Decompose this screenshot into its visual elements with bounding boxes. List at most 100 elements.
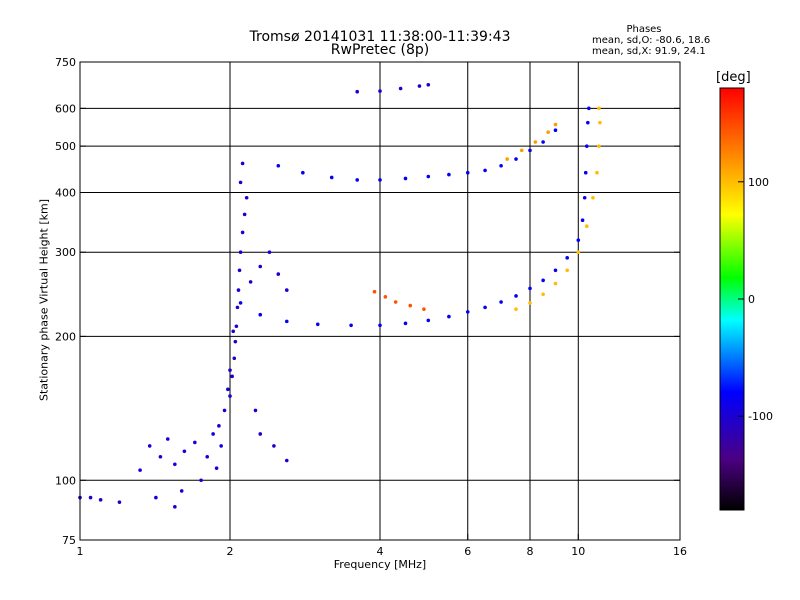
data-point <box>584 224 589 229</box>
series-group <box>355 82 431 94</box>
series-group <box>505 122 558 161</box>
data-point <box>533 140 538 144</box>
data-point <box>528 286 532 291</box>
data-point <box>217 424 221 428</box>
series-group <box>138 387 230 509</box>
phase-stats-o: mean, sd,O: -80.6, 18.6 <box>592 35 711 46</box>
data-point <box>595 170 599 175</box>
data-point <box>447 172 451 177</box>
data-point <box>403 176 408 181</box>
data-point <box>505 157 509 161</box>
data-point <box>284 319 289 324</box>
data-point <box>514 157 518 161</box>
data-point <box>276 163 281 168</box>
data-point <box>234 324 239 329</box>
data-point <box>138 468 142 472</box>
x-tick-label: 4 <box>377 545 384 558</box>
colorbar-tick-label: 100 <box>748 176 769 189</box>
x-tick-label: 16 <box>673 545 687 558</box>
data-point <box>580 218 585 223</box>
data-point <box>231 329 236 334</box>
data-point <box>117 500 122 504</box>
data-point <box>393 300 398 304</box>
data-point <box>237 268 242 273</box>
data-point <box>499 300 503 304</box>
data-point <box>587 106 591 111</box>
data-point <box>238 250 243 255</box>
data-point <box>284 288 289 292</box>
data-point <box>98 498 103 502</box>
data-point <box>211 432 215 436</box>
data-point <box>301 170 305 175</box>
phase-stats-x: mean, sd,X: 91.9, 24.1 <box>592 46 706 57</box>
series-group <box>238 106 591 328</box>
y-tick-label: 400 <box>55 186 76 199</box>
data-point <box>355 89 359 94</box>
data-point <box>565 268 569 273</box>
y-tick-label: 500 <box>55 140 76 153</box>
data-point <box>528 301 532 305</box>
data-point <box>199 478 203 483</box>
data-point <box>597 106 601 111</box>
data-point <box>583 170 588 175</box>
series-group <box>276 128 558 182</box>
data-point <box>222 408 227 413</box>
x-tick-label: 10 <box>571 545 585 558</box>
data-point <box>240 161 245 166</box>
data-point <box>240 230 245 235</box>
data-point <box>226 387 230 392</box>
data-point <box>355 178 359 182</box>
chart-title: Tromsø 20141031 11:38:00-11:39:43 <box>249 29 511 45</box>
data-point <box>154 495 158 500</box>
series-group <box>228 161 289 463</box>
data-point <box>514 294 518 298</box>
data-point <box>483 168 487 173</box>
data-point <box>447 314 451 319</box>
y-tick-label: 100 <box>55 474 76 487</box>
data-point <box>88 495 93 500</box>
y-tick-label: 300 <box>55 246 76 259</box>
data-point <box>565 256 569 260</box>
data-point <box>398 86 403 91</box>
data-point <box>408 303 413 308</box>
chart-subtitle: RwPretec (8p) <box>330 42 430 58</box>
data-point <box>553 128 558 132</box>
series-group <box>78 495 122 504</box>
data-point <box>242 212 247 217</box>
data-point <box>483 305 487 310</box>
data-point <box>230 374 234 379</box>
data-point <box>232 356 237 361</box>
data-point <box>238 180 243 185</box>
data-point <box>426 82 431 87</box>
data-point <box>417 84 422 88</box>
y-tick-label: 750 <box>55 56 76 69</box>
data-point <box>284 458 289 463</box>
data-point <box>465 310 470 314</box>
data-point <box>182 449 187 454</box>
data-point <box>528 148 532 153</box>
data-point <box>553 268 558 273</box>
data-point <box>235 305 240 310</box>
y-tick-label: 200 <box>55 330 76 343</box>
data-point <box>378 178 382 182</box>
data-point <box>499 163 503 168</box>
data-point <box>228 394 232 398</box>
data-point <box>205 454 209 459</box>
data-point <box>233 339 238 344</box>
data-point <box>258 432 263 436</box>
data-point <box>244 195 249 200</box>
data-point <box>383 295 388 299</box>
data-point <box>541 292 545 297</box>
data-point <box>372 289 377 294</box>
y-tick-label: 600 <box>55 102 76 115</box>
data-point <box>214 466 219 470</box>
data-point <box>514 307 518 311</box>
x-tick-label: 6 <box>464 545 471 558</box>
data-point <box>276 272 281 276</box>
data-point <box>258 312 263 317</box>
data-point <box>541 140 545 144</box>
data-point <box>426 318 431 323</box>
data-point <box>576 238 581 242</box>
series-group <box>372 289 426 311</box>
